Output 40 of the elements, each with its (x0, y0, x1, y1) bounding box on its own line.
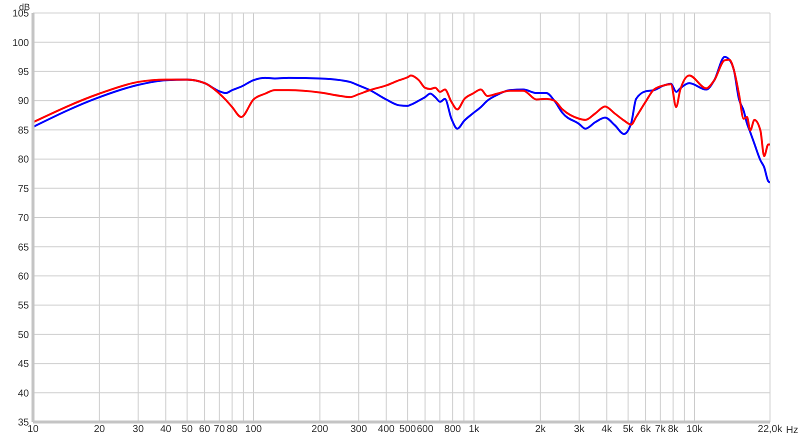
x-tick-label: 6k (640, 424, 652, 436)
x-tick-label: 300 (350, 424, 368, 436)
x-tick-label: 400 (378, 424, 396, 436)
y-tick-label: 35 (18, 418, 30, 429)
y-tick-label: 90 (18, 96, 30, 108)
x-tick-label: 5k (622, 424, 634, 436)
x-tick-label: 200 (312, 424, 329, 436)
y-tick-label: 65 (18, 242, 30, 254)
x-tick-label: 70 (214, 424, 226, 436)
x-tick-label: 100 (245, 424, 262, 436)
x-tick-label: 10 (27, 424, 39, 436)
y-tick-label: 45 (18, 359, 30, 370)
x-tick-label: 4k (601, 424, 614, 436)
x-tick-label: 60 (199, 424, 211, 436)
y-tick-label: 95 (18, 66, 30, 78)
y-tick-label: 50 (18, 330, 30, 341)
x-tick-label: 7k (655, 424, 667, 436)
x-axis-title: Hz (786, 425, 798, 436)
x-tick-label: 3k (574, 424, 586, 436)
x-tick-label: 30 (132, 424, 144, 436)
y-tick-label: 70 (18, 213, 30, 224)
x-tick-label: 800 (444, 424, 462, 436)
x-tick-label: 40 (160, 424, 172, 436)
y-tick-label: 60 (18, 271, 30, 282)
x-tick-label: 80 (226, 424, 238, 436)
y-tick-label: 80 (18, 154, 30, 166)
x-tick-label: 600 (416, 424, 434, 436)
x-tick-label: 10k (686, 424, 704, 436)
x-tick-label: 2k (535, 424, 547, 436)
x-tick-label: 50 (182, 424, 194, 436)
x-tick-label: 500 (399, 424, 416, 436)
y-tick-label: 75 (18, 184, 30, 195)
x-tick-label: 8k (668, 424, 680, 436)
x-tick-label: 1k (468, 424, 480, 436)
y-tick-label: 40 (18, 388, 30, 400)
y-tick-label: 85 (18, 125, 30, 136)
x-tick-label: 20 (94, 424, 106, 436)
x-tick-label: 22,0k (758, 424, 784, 436)
y-tick-label: 55 (18, 300, 30, 312)
y-tick-label: 100 (12, 38, 30, 49)
